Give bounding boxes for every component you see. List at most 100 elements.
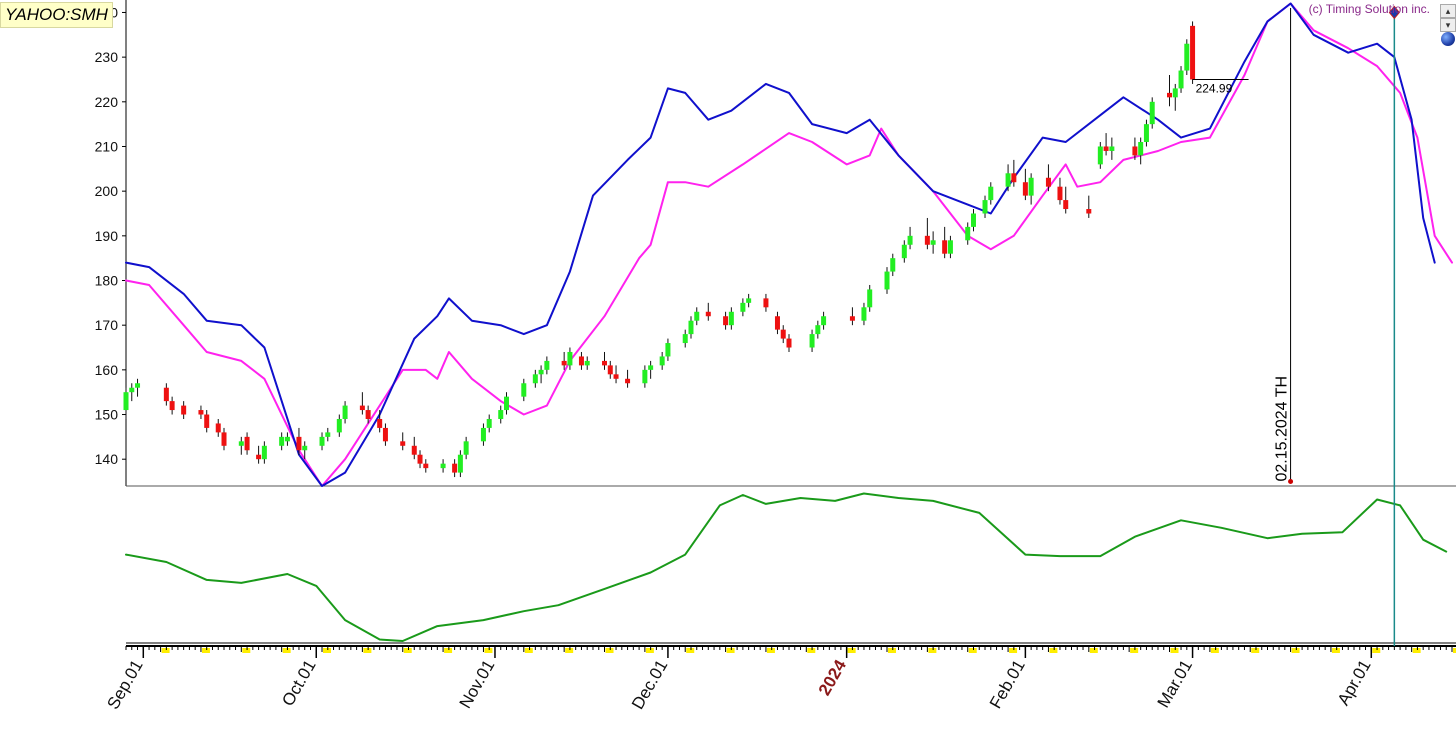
candle-up bbox=[682, 334, 688, 344]
week-marker bbox=[1453, 648, 1456, 653]
candle-down bbox=[1103, 146, 1109, 151]
week-marker bbox=[847, 648, 856, 653]
month-label: Nov.01 bbox=[456, 657, 499, 712]
candle-down bbox=[1045, 177, 1051, 187]
candle-up bbox=[867, 289, 873, 308]
candle-down bbox=[723, 316, 729, 326]
candle-down bbox=[423, 463, 429, 469]
week-marker bbox=[726, 648, 735, 653]
y-tick-label: 230 bbox=[95, 49, 119, 65]
candle-up bbox=[930, 240, 936, 245]
candle-up bbox=[135, 383, 141, 388]
y-tick-label: 220 bbox=[95, 94, 119, 110]
week-marker bbox=[323, 648, 332, 653]
candle-down bbox=[452, 463, 458, 473]
candle-down bbox=[1167, 92, 1173, 98]
candle-up bbox=[988, 186, 994, 201]
y-tick-label: 160 bbox=[95, 362, 119, 378]
week-marker bbox=[605, 648, 614, 653]
week-marker bbox=[1412, 648, 1421, 653]
candle-up bbox=[809, 334, 815, 348]
candle-down bbox=[256, 454, 262, 460]
candle-up bbox=[463, 441, 469, 455]
month-label: Sep.01 bbox=[103, 657, 146, 713]
week-marker bbox=[524, 648, 533, 653]
candle-up bbox=[336, 418, 342, 433]
cursor-diamond bbox=[1388, 5, 1400, 20]
symbol-label: YAHOO:SMH bbox=[0, 2, 113, 28]
candle-up bbox=[319, 436, 325, 446]
candle-up bbox=[1138, 142, 1144, 156]
candle-down bbox=[296, 436, 302, 451]
week-marker bbox=[645, 648, 654, 653]
candle-up bbox=[821, 316, 827, 326]
candle-up bbox=[694, 311, 700, 321]
candle-down bbox=[613, 374, 619, 379]
candle-down bbox=[763, 298, 769, 308]
scroll-up-button[interactable]: ▴ bbox=[1440, 4, 1456, 18]
candle-down bbox=[377, 418, 383, 428]
candle-down bbox=[163, 387, 169, 402]
week-marker bbox=[1291, 648, 1300, 653]
candle-down bbox=[602, 360, 608, 366]
globe-icon[interactable] bbox=[1441, 32, 1455, 46]
week-marker bbox=[766, 648, 775, 653]
week-marker bbox=[363, 648, 372, 653]
candle-down bbox=[849, 316, 855, 321]
candle-up bbox=[648, 365, 654, 370]
y-tick-label: 210 bbox=[95, 138, 119, 154]
candle-up bbox=[532, 374, 538, 384]
candle-up bbox=[584, 360, 590, 366]
candle-down bbox=[411, 445, 417, 455]
candle-up bbox=[284, 436, 290, 442]
candle-up bbox=[238, 441, 244, 446]
month-label: Dec.01 bbox=[628, 657, 671, 713]
candle-down bbox=[417, 454, 423, 464]
candle-up bbox=[567, 351, 573, 366]
candle-up bbox=[480, 427, 486, 442]
candle-down bbox=[181, 405, 187, 415]
candle-up bbox=[129, 387, 135, 393]
candle-up bbox=[261, 445, 267, 460]
week-marker bbox=[484, 648, 493, 653]
candle-down bbox=[1063, 200, 1069, 210]
month-label: Feb.01 bbox=[986, 657, 1029, 712]
candle-up bbox=[861, 307, 867, 321]
candle-down bbox=[221, 432, 227, 446]
month-label: 2024 bbox=[815, 656, 851, 699]
candle-up bbox=[982, 200, 988, 214]
candle-up bbox=[1005, 173, 1011, 187]
y-tick-label: 170 bbox=[95, 317, 119, 333]
candle-down bbox=[359, 405, 365, 411]
week-marker bbox=[1130, 648, 1139, 653]
candle-up bbox=[688, 320, 694, 335]
week-marker bbox=[888, 648, 897, 653]
week-marker bbox=[161, 648, 170, 653]
candle-down bbox=[1086, 209, 1092, 214]
month-label: Mar.01 bbox=[1154, 657, 1196, 712]
candle-down bbox=[382, 427, 388, 442]
week-marker bbox=[1009, 648, 1018, 653]
candle-down bbox=[1132, 146, 1138, 156]
candle-up bbox=[538, 369, 544, 375]
candle-up bbox=[302, 445, 308, 451]
y-tick-label: 190 bbox=[95, 228, 119, 244]
y-tick-label: 200 bbox=[95, 183, 119, 199]
week-marker bbox=[1331, 648, 1340, 653]
candle-up bbox=[440, 463, 446, 469]
week-marker bbox=[565, 648, 574, 653]
week-marker bbox=[928, 648, 937, 653]
candle-down bbox=[1011, 173, 1017, 183]
candle-up bbox=[1028, 177, 1034, 196]
candle-up bbox=[279, 436, 285, 446]
candle-up bbox=[1184, 43, 1190, 71]
scroll-down-button[interactable]: ▾ bbox=[1440, 18, 1456, 32]
lower-band-line bbox=[125, 2, 1453, 487]
candle-up bbox=[665, 343, 671, 357]
candle-up bbox=[884, 271, 890, 290]
week-marker bbox=[807, 648, 816, 653]
upper-band-line bbox=[125, 2, 1436, 487]
candle-up bbox=[1178, 70, 1184, 89]
y-tick-label: 140 bbox=[95, 451, 119, 467]
